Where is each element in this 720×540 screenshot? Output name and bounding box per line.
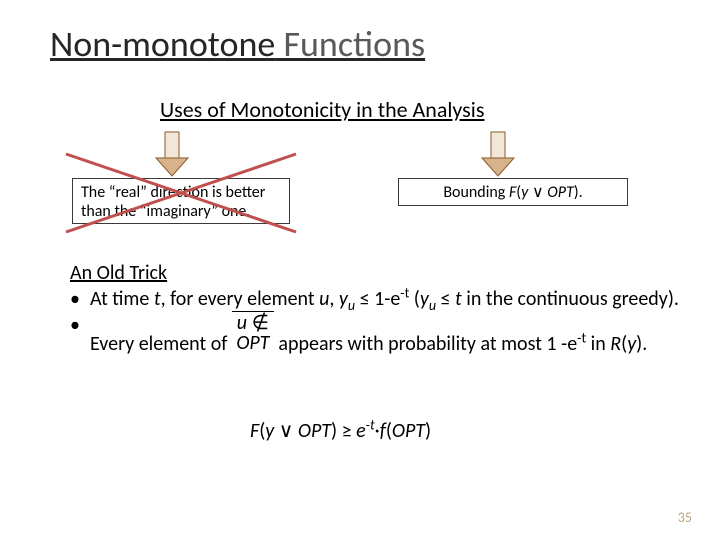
bullet-1-text: At time t, for every element u, yu ≤ 1-e… (90, 286, 690, 312)
title-part-underlined: Non-monotone (50, 22, 275, 66)
t: ≤ (436, 287, 455, 311)
box-bounding: Bounding F(y ∨ OPT). (398, 178, 628, 206)
t: Every element of (90, 332, 232, 356)
down-arrow-right (476, 130, 520, 180)
t: , for every element (161, 287, 320, 311)
t: in the continuous greedy). (462, 287, 679, 311)
f-ge: ≥ (342, 419, 356, 443)
f-close2: ) (425, 419, 431, 443)
box-right-opt: OPT (544, 183, 574, 202)
y-var2: y (420, 287, 429, 311)
bullet-2-text: Every element of u ∉ OPT appears with pr… (90, 312, 690, 357)
old-trick-block: An Old Trick • At time t, for every elem… (70, 260, 690, 357)
slide: Non-monotone Functions Uses of Monotonic… (0, 0, 720, 540)
t: appears with probability at most 1 -e (274, 332, 577, 356)
f-or: ∨ (279, 419, 294, 443)
f-opt2: OPT (392, 419, 425, 443)
t: in (586, 332, 610, 356)
u-notin-opt: u ∉ OPT (232, 311, 274, 353)
t-var2: t (455, 287, 462, 311)
R-var: R (610, 332, 621, 356)
bullet-marker: • (70, 312, 90, 338)
bullet-marker: • (70, 286, 90, 312)
box-right-close: ). (574, 183, 583, 202)
bullet-1: • At time t, for every element u, yu ≤ 1… (70, 286, 690, 312)
t: At time (90, 287, 154, 311)
title-part-grey: Functions (275, 22, 425, 66)
f-close: ) (331, 419, 342, 443)
t: , (329, 287, 339, 311)
y-var: y (339, 287, 348, 311)
t: ( (409, 287, 420, 311)
formula: F(y ∨ OPT) ≥ e-t·f(OPT) (250, 418, 431, 443)
bullet-2: • Every element of u ∉ OPT appears with … (70, 312, 690, 357)
f-y: y (265, 419, 278, 443)
f-F: F (250, 419, 259, 443)
old-trick-heading: An Old Trick (70, 260, 690, 286)
box-right-y: y (521, 183, 532, 202)
slide-title: Non-monotone Functions (50, 22, 425, 66)
sup-mt: -t (400, 284, 409, 301)
u-var: u (319, 287, 329, 311)
y-var3: y (627, 332, 636, 356)
t-var: t (154, 287, 161, 311)
box-right-pre: Bounding (443, 183, 509, 202)
t: ). (636, 332, 647, 356)
f-e: e (356, 419, 366, 443)
sup-mt2: -t (577, 329, 586, 346)
t: ≤ 1-e (355, 287, 400, 311)
f-sup: -t (366, 416, 375, 433)
subheading: Uses of Monotonicity in the Analysis (160, 96, 484, 123)
page-number: 35 (678, 509, 692, 526)
cross-out-icon (62, 150, 300, 236)
box-right-or: ∨ (532, 183, 544, 202)
f-opt: OPT (293, 419, 331, 443)
